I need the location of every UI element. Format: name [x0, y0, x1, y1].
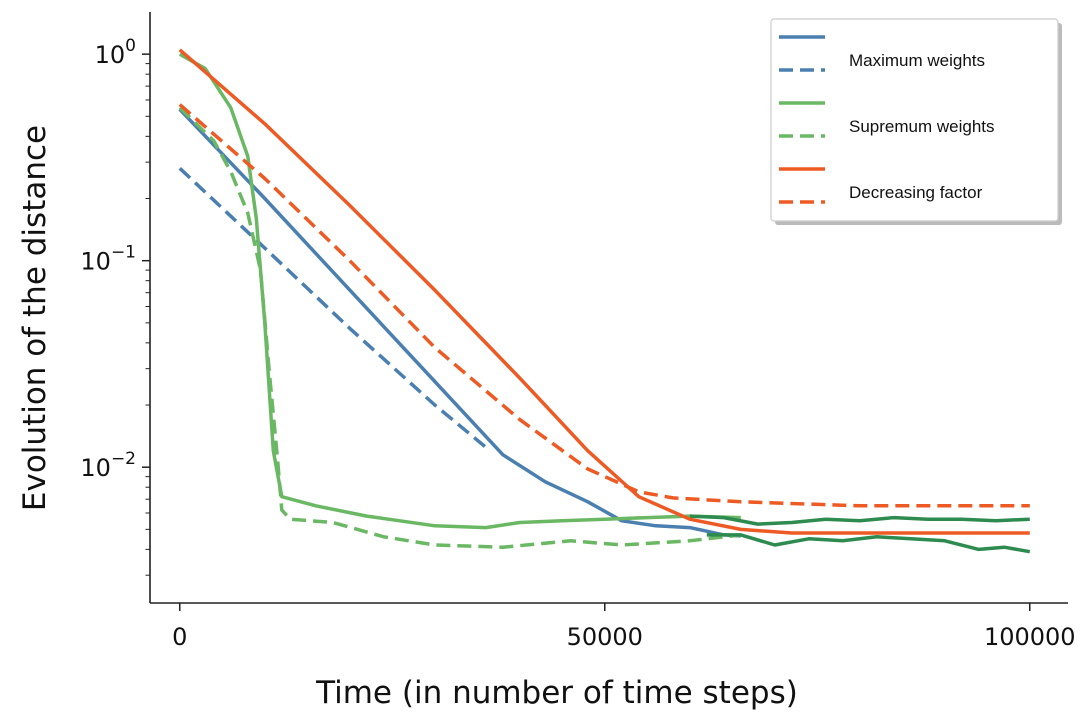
series-line-5-solid: [689, 514, 1030, 526]
y-tick-label: 10−1: [80, 243, 136, 276]
x-axis-title: Time (in number of time steps): [315, 675, 798, 711]
series-line-4-dashed: [178, 106, 742, 549]
y-tick-label: 10−2: [80, 449, 136, 482]
series-line-3-solid: [178, 52, 741, 530]
series-line-2-dashed: [178, 167, 487, 449]
legend: Maximum weights Supremum weights Decreasin…: [770, 18, 1062, 225]
legend-label: Supremum weights: [849, 117, 995, 136]
x-tick-label: 50000: [567, 623, 643, 651]
y-axis-title: Evolution of the distance: [17, 125, 53, 511]
legend-box: [770, 18, 1059, 222]
legend-label: Decreasing factor: [849, 183, 983, 202]
x-tick-label: 0: [172, 623, 187, 651]
series-line-8-dashed: [178, 103, 1030, 508]
series-layer: [178, 48, 1031, 554]
series-line-6-solid: [706, 533, 1031, 554]
legend-entries: Maximum weights Supremum weights Decreasin…: [779, 35, 995, 204]
x-tick-label: 100000: [984, 623, 1076, 651]
tick-layer: 0 50000 100000 100 10−1 10−2: [80, 36, 1075, 651]
legend-label: Maximum weights: [849, 51, 985, 70]
series-line-1-solid: [178, 108, 741, 538]
y-tick-label: 100: [95, 36, 136, 69]
series-line-7-solid: [178, 48, 1030, 535]
